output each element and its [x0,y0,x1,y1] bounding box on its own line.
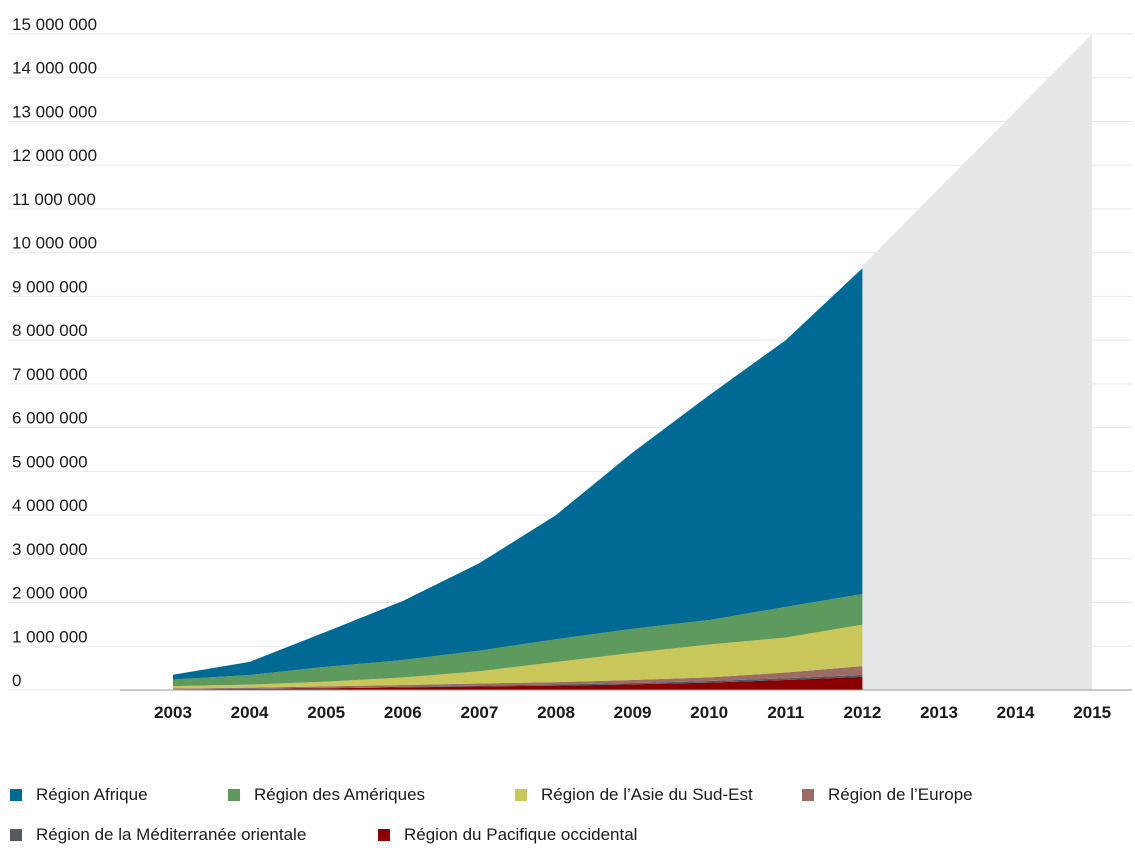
x-tick-label: 2011 [767,703,804,722]
x-tick-label: 2013 [920,703,958,722]
legend-label: Région des Amériques [254,785,425,804]
area-region-de-l-asie-du-sud-est [173,624,863,689]
area-region-du-pacifique-occidental [173,676,863,690]
x-tick-label: 2005 [307,703,345,722]
x-tick-label: 2003 [154,703,192,722]
y-tick-label: 13 000 000 [12,102,97,121]
x-tick-label: 2012 [843,703,881,722]
y-tick-label: 1 000 000 [12,627,88,646]
y-tick-label: 11 000 000 [12,190,96,209]
y-tick-label: 7 000 000 [12,365,88,384]
legend-label: Région de la Méditerranée orientale [36,825,306,844]
x-tick-label: 2004 [231,703,269,722]
projection-area [862,34,1093,690]
legend-swatch [10,829,22,841]
y-tick-label: 0 [12,671,21,690]
area-region-de-l-europe [173,666,863,690]
legend-swatch [515,789,527,801]
x-tick-label: 2009 [614,703,652,722]
area-region-afrique [173,268,863,680]
y-tick-label: 15 000 000 [12,15,97,34]
y-tick-label: 12 000 000 [12,146,97,165]
legend-label: Région Afrique [36,785,148,804]
y-tick-label: 2 000 000 [12,584,88,603]
x-tick-label: 2015 [1073,703,1111,722]
projection-area-shape [862,34,1093,690]
y-tick-label: 5 000 000 [12,452,88,471]
legend-label: Région du Pacifique occidental [404,825,637,844]
x-tick-label: 2008 [537,703,575,722]
series-areas [173,268,863,690]
y-tick-label: 9 000 000 [12,277,88,296]
axes: 0 1 000 000 2 000 000 3 000 000 4 000 000 5 0… [12,15,1132,722]
legend-swatch [378,829,390,841]
y-tick-label: 6 000 000 [12,409,88,428]
legend-swatch [10,789,22,801]
x-tick-label: 2006 [384,703,422,722]
legend: Région Afrique Région des Amériques Région… [10,785,973,844]
y-tick-label: 10 000 000 [12,234,97,253]
legend-label: Région de l’Europe [828,785,973,804]
x-tick-label: 2007 [460,703,498,722]
legend-swatch [228,789,240,801]
area-region-des-ameriques [173,594,863,687]
legend-swatch [802,789,814,801]
legend-label: Région de l’Asie du Sud-Est [541,785,753,804]
x-tick-label: 2014 [997,703,1035,722]
y-tick-label: 8 000 000 [12,321,88,340]
x-tick-label: 2010 [690,703,728,722]
y-tick-label: 14 000 000 [12,59,97,78]
y-tick-label: 4 000 000 [12,496,88,515]
y-tick-label: 3 000 000 [12,540,88,559]
